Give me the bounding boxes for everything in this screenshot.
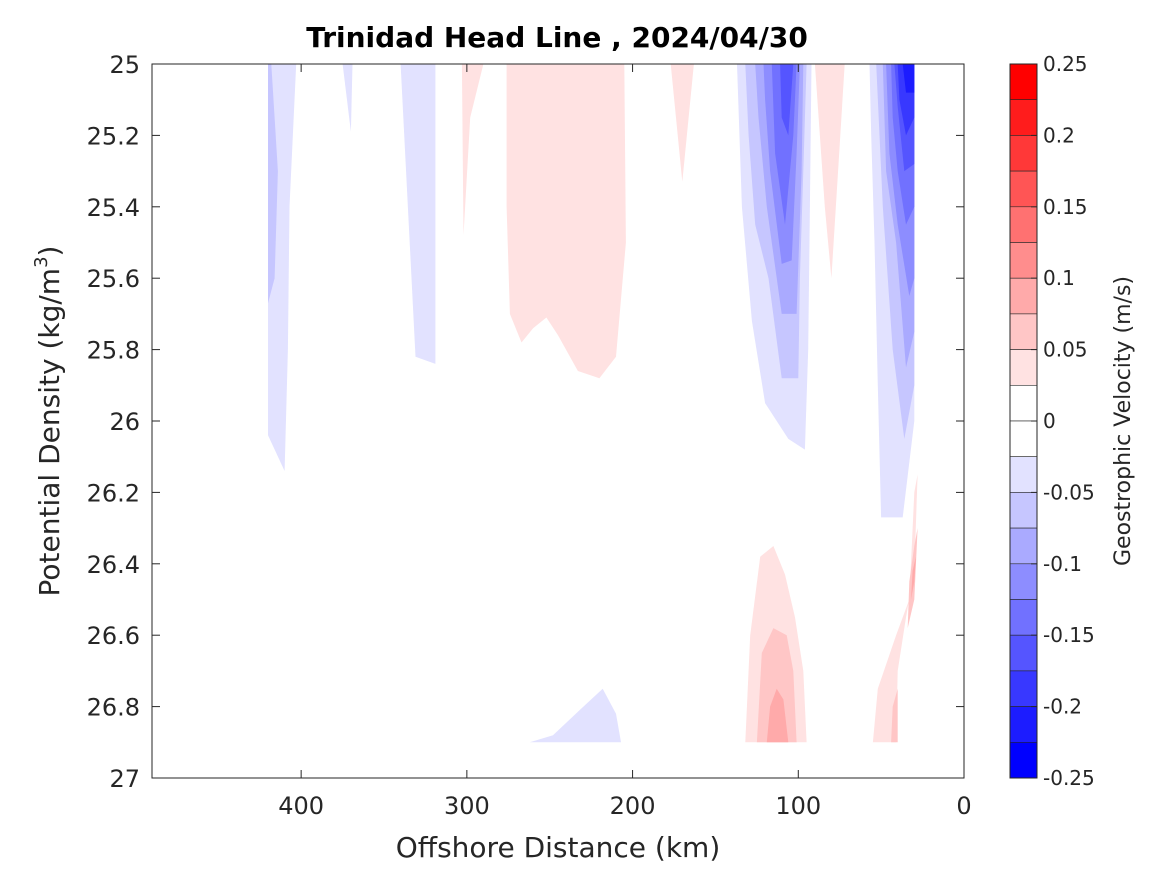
colorbar-swatch xyxy=(1009,420,1038,458)
colorbar-swatch xyxy=(1009,170,1038,208)
colorbar-swatch xyxy=(1009,206,1038,243)
contour-region-pink-080 xyxy=(814,64,845,279)
x-axis: 400 300 200 100 0 xyxy=(278,64,972,820)
colorbar-swatch xyxy=(1009,313,1038,350)
x-tick-label: 0 xyxy=(956,792,971,820)
x-tick-label: 100 xyxy=(775,792,821,820)
colorbar-label: Geostrophic Velocity (m/s) xyxy=(1111,276,1136,566)
y-tick-label: 26.8 xyxy=(87,694,140,722)
colorbar-swatch xyxy=(1009,135,1038,172)
colorbar-tick-label: -0.1 xyxy=(1043,552,1082,576)
colorbar-tick-label: 0.2 xyxy=(1043,123,1075,147)
x-axis-label: Offshore Distance (km) xyxy=(396,831,721,864)
y-tick-label: 26.4 xyxy=(87,551,140,579)
y-tick-label: 26.2 xyxy=(87,479,140,507)
colorbar-swatch xyxy=(1009,741,1038,779)
colorbar-swatch xyxy=(1009,634,1038,672)
colorbar-tick-label: -0.25 xyxy=(1043,766,1095,790)
colorbar-tick-label: 0 xyxy=(1043,409,1056,433)
contour-region-blue-372 xyxy=(342,64,353,132)
colorbar-swatch xyxy=(1009,277,1038,315)
contour-region-pink-040-lvl4 xyxy=(911,556,916,600)
contour-region-blue-420-inner xyxy=(268,64,278,304)
y-axis-label: Potential Density (kg/m3) xyxy=(31,246,66,597)
y-axis: 25 25.2 25.4 25.6 25.8 26 26.2 26.4 26.6 26.8 27 xyxy=(87,51,964,793)
y-tick-label: 27 xyxy=(109,765,140,793)
colorbar-tick-label: -0.05 xyxy=(1043,480,1095,504)
colorbar: 0.25 0.2 0.15 0.1 0.05 0 -0.05 -0.1 -0.15 -0.2 -0.… xyxy=(1009,52,1095,790)
x-tick-label: 400 xyxy=(278,792,324,820)
colorbar-swatch xyxy=(1009,456,1038,493)
y-tick-label: 25.2 xyxy=(87,122,140,150)
colorbar-swatch xyxy=(1009,599,1038,636)
y-tick-label: 25.4 xyxy=(87,194,140,222)
y-tick-label: 26 xyxy=(109,408,140,436)
contour-fill-layer xyxy=(268,64,918,743)
contour-region-pink-170 xyxy=(670,64,694,182)
colorbar-swatch xyxy=(1009,242,1038,279)
contour-region-pink-040-lvl2 xyxy=(891,688,898,743)
colorbar-tick-label: 0.25 xyxy=(1043,52,1088,76)
x-tick-label: 200 xyxy=(610,792,656,820)
colorbar-swatch xyxy=(1009,349,1038,386)
contour-region-blue-330 xyxy=(400,64,436,364)
y-tick-label: 25 xyxy=(109,51,140,79)
contour-region-pink-110-lvl3 xyxy=(766,688,789,743)
contour-region-pink-300 xyxy=(461,64,484,236)
y-tick-label: 25.6 xyxy=(87,265,140,293)
colorbar-tick-label: -0.2 xyxy=(1043,695,1082,719)
colorbar-tick-label: -0.15 xyxy=(1043,623,1095,647)
colorbar-swatch xyxy=(1009,492,1038,529)
colorbar-swatch xyxy=(1009,706,1038,743)
y-tick-label: 25.8 xyxy=(87,337,140,365)
colorbar-tick-label: 0.15 xyxy=(1043,195,1088,219)
colorbar-swatch xyxy=(1009,563,1038,600)
colorbar-tick-label: 0.1 xyxy=(1043,266,1075,290)
chart-title: Trinidad Head Line , 2024/04/30 xyxy=(306,21,808,54)
colorbar-tick-label: 0.05 xyxy=(1043,338,1088,362)
y-axis-label-close: ) xyxy=(33,246,66,257)
y-axis-label-text: Potential Density (kg/m xyxy=(33,268,66,597)
colorbar-swatch xyxy=(1009,384,1038,422)
y-tick-label: 26.6 xyxy=(87,622,140,650)
y-axis-label-superscript: 3 xyxy=(31,256,52,267)
colorbar-swatch xyxy=(1009,670,1038,707)
x-tick-label: 300 xyxy=(444,792,490,820)
contour-region-pink-110-lvl2 xyxy=(756,628,797,743)
colorbar-swatch xyxy=(1009,99,1038,136)
colorbar-swatch xyxy=(1009,63,1038,101)
contour-region-pink-040-lvl1 xyxy=(872,474,918,743)
contour-region-pink-250 xyxy=(506,64,626,379)
contour-region-blue-045-lvl8 xyxy=(902,64,915,93)
contour-region-blue-deep-south xyxy=(529,688,621,743)
contour-region-blue-115-lvl6 xyxy=(780,64,794,136)
colorbar-swatch xyxy=(1009,527,1038,565)
